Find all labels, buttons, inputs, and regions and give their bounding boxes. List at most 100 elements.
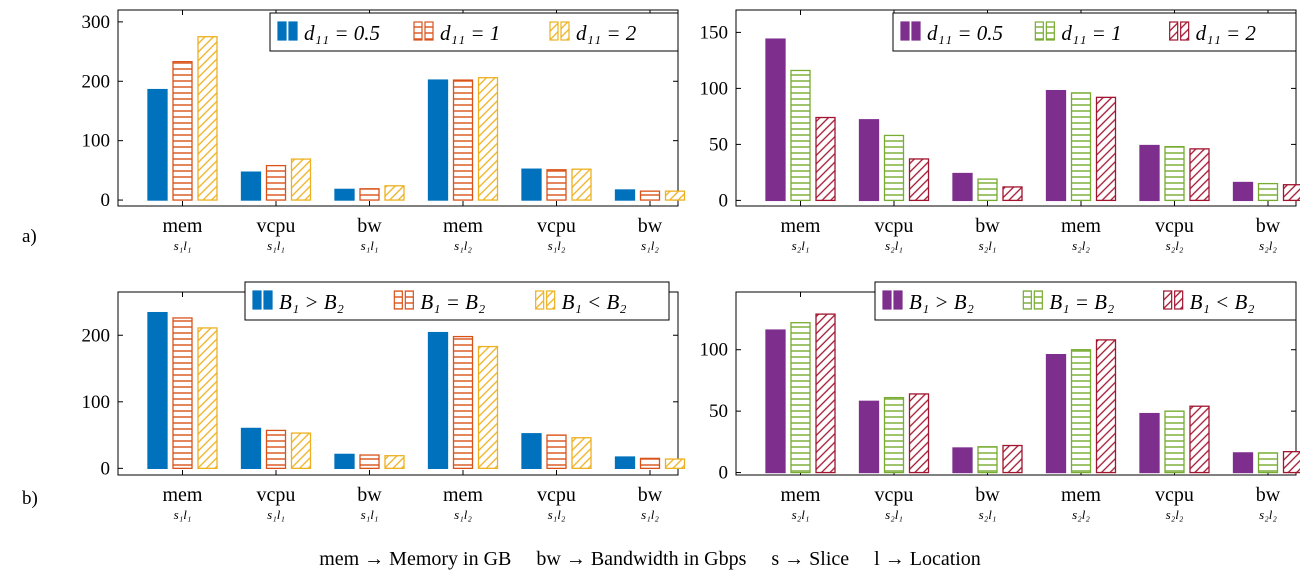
legend-swatch	[1169, 21, 1179, 41]
category-sublabel: s₁l₂	[548, 238, 566, 253]
bar	[521, 433, 542, 469]
legend-label: B₁ < B₂	[1190, 290, 1255, 314]
legend-label: B₁ = B₂	[1049, 290, 1114, 314]
category-sublabel: s₁l₁	[174, 238, 192, 253]
category-sublabel: s₂l₂	[1259, 238, 1277, 253]
bar	[1164, 145, 1185, 202]
bar	[240, 171, 262, 201]
y-tick-label: 150	[700, 22, 729, 43]
legend-swatch	[404, 290, 414, 310]
bar	[765, 329, 786, 474]
legend-label: B₁ > B₂	[909, 290, 974, 314]
bar	[359, 188, 380, 201]
legend-label: d₁₁ = 0.5	[304, 21, 380, 45]
category-sublabel: s₁l₁	[267, 238, 285, 253]
axis-frame	[735, 9, 1297, 207]
legend-swatch	[413, 21, 423, 41]
bar	[1232, 452, 1254, 474]
y-tick-label: 100	[700, 340, 729, 361]
bar	[571, 168, 592, 201]
category-sublabel: s₁l₂	[454, 238, 472, 253]
category-label: bw	[1256, 215, 1281, 237]
category-sublabel: s₂l₁	[979, 507, 997, 522]
category-label: mem	[1061, 215, 1101, 237]
category-sublabel: s₂l₂	[1072, 507, 1090, 522]
legend-swatch	[1034, 21, 1044, 41]
bar	[614, 189, 636, 201]
category-sublabel: s₂l₁	[885, 507, 903, 522]
legend-swatch	[1033, 290, 1043, 310]
bar	[1257, 452, 1279, 474]
bar	[952, 447, 973, 474]
bar	[664, 458, 686, 469]
bar	[197, 327, 218, 469]
category-label: vcpu	[257, 484, 296, 506]
bar	[359, 454, 380, 469]
bar	[1282, 451, 1300, 474]
legend-label: B₁ < B₂	[562, 290, 627, 314]
bar	[790, 322, 811, 474]
bar	[546, 434, 567, 469]
bar	[452, 79, 474, 201]
category-label: bw	[975, 215, 1000, 237]
bar	[546, 169, 567, 201]
y-tick-label: 0	[719, 190, 729, 211]
category-label: vcpu	[537, 215, 576, 237]
category-label: bw	[1256, 484, 1281, 506]
legend-swatch	[1022, 290, 1032, 310]
bar	[908, 158, 930, 202]
category-sublabel: s₁l₂	[641, 238, 659, 253]
legend-swatch	[549, 21, 559, 41]
legend-label: d₁₁ = 0.5	[927, 21, 1003, 45]
category-label: bw	[357, 215, 382, 237]
legend-swatch	[288, 21, 298, 41]
category-label: mem	[443, 484, 483, 506]
category-sublabel: s₁l₁	[361, 238, 379, 253]
y-tick-label: 50	[709, 401, 728, 422]
legend-swatch	[1180, 21, 1190, 41]
legend-swatch	[252, 290, 262, 310]
y-tick-label: 100	[700, 78, 729, 99]
bar	[883, 134, 905, 202]
bar	[240, 427, 262, 469]
category-sublabel: s₁l₂	[454, 507, 472, 522]
legend-swatch	[900, 21, 910, 41]
legend	[892, 12, 1297, 52]
bar	[1282, 184, 1300, 202]
bar	[1070, 92, 1092, 202]
bar	[384, 185, 405, 201]
category-label: bw	[638, 215, 663, 237]
category-sublabel: s₂l₁	[792, 507, 810, 522]
category-sublabel: s₂l₂	[1072, 238, 1090, 253]
bar	[815, 313, 836, 474]
bar	[477, 77, 499, 201]
legend-swatch	[1174, 290, 1184, 310]
legend-swatch	[1045, 21, 1055, 41]
legend	[244, 281, 670, 321]
bar	[265, 164, 287, 201]
bar	[477, 345, 499, 469]
bar	[265, 429, 287, 469]
bar	[290, 432, 312, 469]
bar	[1070, 349, 1092, 474]
caption: mem → Memory in GB bw → Bandwidth in Gbp…	[319, 548, 981, 570]
axis-frame	[117, 9, 679, 207]
bar	[858, 119, 880, 202]
bar	[1139, 144, 1160, 202]
bar	[1045, 353, 1067, 474]
bar	[765, 38, 786, 202]
y-tick-label: 100	[82, 131, 111, 152]
category-label: vcpu	[537, 484, 576, 506]
category-sublabel: s₂l₂	[1166, 507, 1184, 522]
y-tick-label: 0	[101, 190, 111, 211]
y-tick-label: 0	[101, 458, 111, 479]
bar	[147, 311, 168, 469]
bar	[908, 393, 930, 474]
category-label: mem	[443, 215, 483, 237]
category-label: vcpu	[875, 484, 914, 506]
bar	[1002, 444, 1023, 474]
bar	[452, 335, 474, 469]
bar	[639, 457, 661, 469]
